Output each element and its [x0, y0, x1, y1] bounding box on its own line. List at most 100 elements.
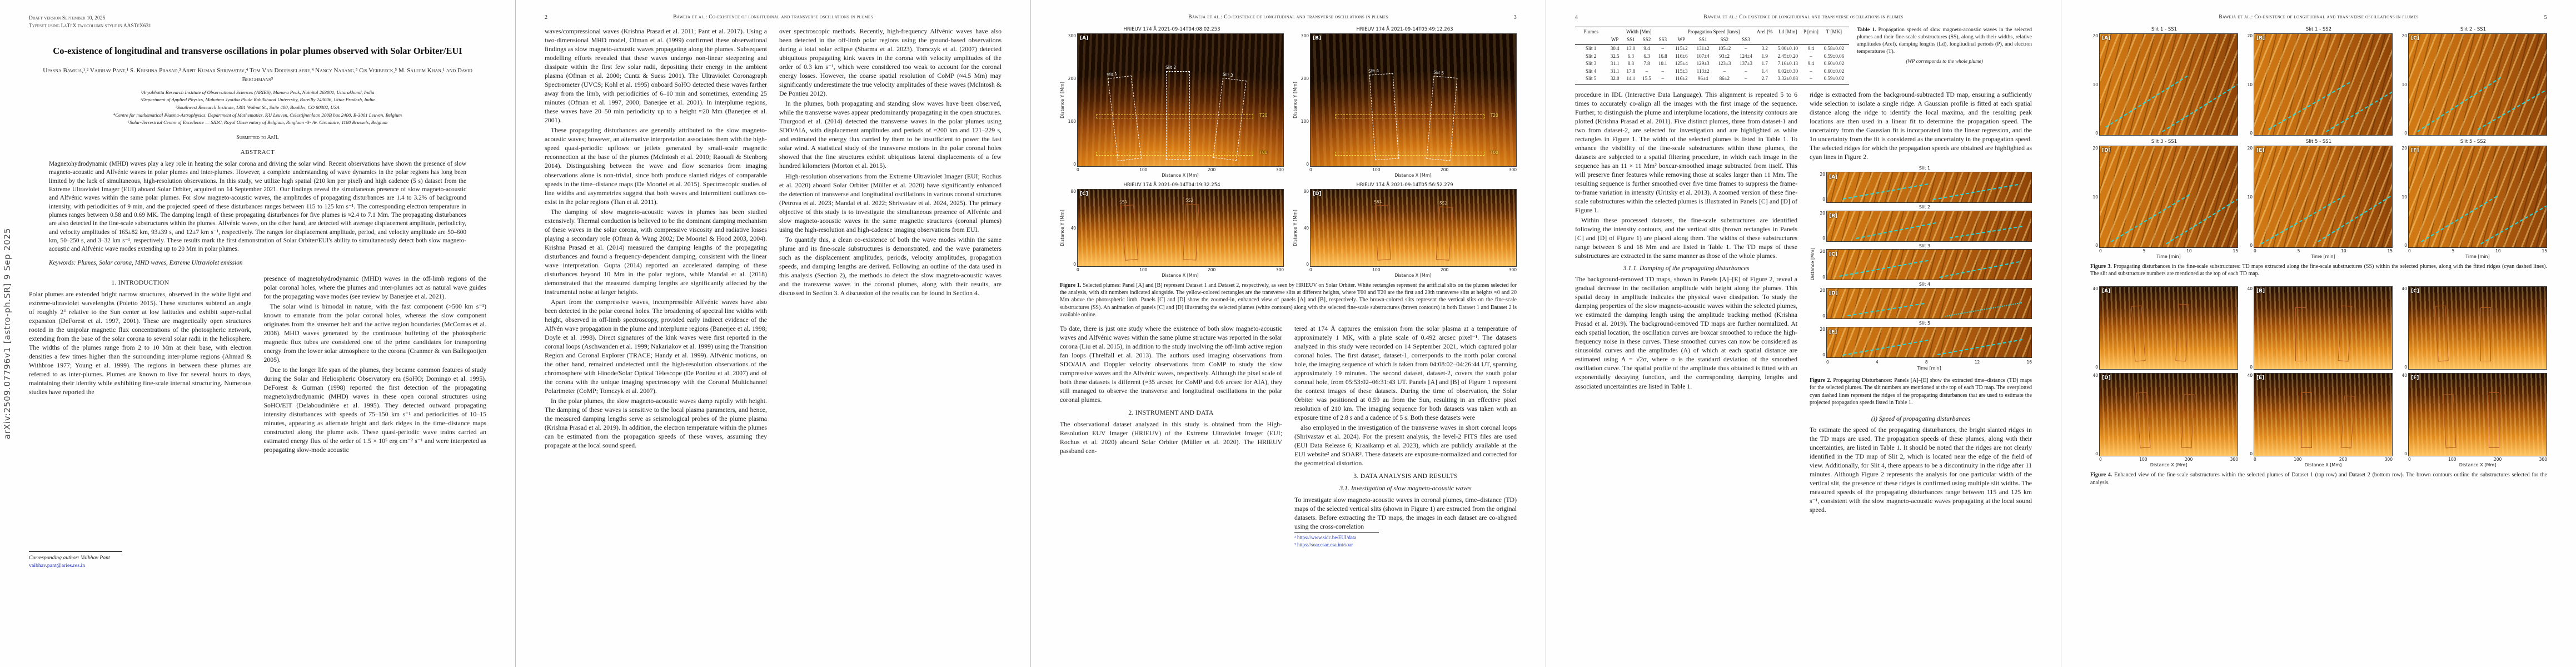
figure1-caption: Figure 1. Selected plumes: Panel [A] and… — [1060, 282, 1517, 318]
y-ticks-item: 0 — [2250, 131, 2253, 136]
x-axis: 0 100 200 300 Distance X [Mm] — [2399, 457, 2547, 467]
y-ticks: 300 200 100 0 — [1066, 33, 1076, 167]
footnote-links[interactable]: ² https://www.sidc.be/EUI/data ³ https://… — [1294, 534, 1517, 549]
running-header: 2 Baweja et al.: Co-existence of longitu… — [545, 14, 1001, 21]
x-ticks-item: 100 — [2448, 457, 2457, 462]
y-ticks: 300 200 100 0 — [1299, 33, 1309, 167]
figure1-caption-label: Figure 1. — [1060, 282, 1082, 288]
table-row-item: 115±2 — [1675, 46, 1688, 51]
page4-right-column: ridge is extracted from the background-s… — [1810, 90, 2032, 624]
y-ticks: 40 0 — [2090, 286, 2098, 370]
x-ticks: 0 4 8 12 16 — [1826, 360, 2032, 365]
table-row-item: – — [1661, 76, 1664, 81]
table-row-item: 17.8 — [1626, 68, 1636, 74]
body-paragraph: The solar wind is bimodal in nature, wit… — [263, 302, 487, 364]
y-ticks-item: 20 — [2247, 146, 2253, 151]
y-ticks-item: 0 — [2250, 365, 2253, 370]
x-axis-label: Time [min] — [2156, 254, 2181, 259]
page-4: 4 Baweja et al.: Co-existence of longitu… — [1546, 0, 2061, 667]
y-ticks-item: 80 — [1303, 189, 1309, 194]
substructure-slit-overlay: SS2 — [1183, 197, 1200, 261]
corresponding-author-email[interactable]: vaibhav.pant@aries.res.in — [29, 563, 86, 569]
y-ticks-item: 20 — [2247, 33, 2253, 38]
y-ticks: 20 0 — [1817, 211, 1825, 242]
y-ticks: 40 0 — [2399, 373, 2407, 456]
td-map: [A] — [1826, 171, 2032, 203]
y-ticks: 20 10 0 — [2245, 146, 2253, 248]
y-ticks-item: 20 — [1820, 327, 1825, 332]
figure1-panel-d: HRIEUV 174 Å 2021-09-14T05:56:52.279 Dis… — [1293, 182, 1517, 278]
table-row-item: – — [1745, 46, 1747, 51]
page3-left-column: To date, there is just one study where t… — [1060, 324, 1282, 502]
table-row-item: 93±2 — [1719, 53, 1730, 59]
body-paragraph: tered at 174 Å captures the emission fro… — [1294, 324, 1517, 422]
page4-columns: procedure in IDL (Interactive Data Langu… — [1575, 90, 2032, 624]
body-paragraph: To investigate slow magneto-acoustic wav… — [1294, 495, 1517, 530]
draft-version-line: Draft version September 10, 2025 — [29, 16, 106, 21]
x-ticks-item: 100 — [1139, 267, 1148, 272]
x-ticks-item: 200 — [1207, 167, 1216, 172]
y-axis-label: Distance Y [Mm] — [1060, 82, 1065, 118]
figure4-panel-c: 40 0 [C] — [2399, 286, 2547, 370]
table-row-item: 32.5 — [1610, 53, 1620, 59]
table1-subheader-row-item: SS1 — [1698, 36, 1707, 42]
x-ticks-item: 300 — [1508, 267, 1517, 272]
table-row-item: 105±2 — [1718, 46, 1731, 51]
y-axis: Distance Y [Mm] 80 40 0 — [1060, 189, 1076, 267]
table-row-item: 107±4 — [1696, 53, 1710, 59]
fitted-ridge — [1945, 302, 2022, 317]
page2-left-blocks: waves/compressional waves (Krishna Prasa… — [545, 27, 767, 451]
x-axis: 0 5 10 15 Time [min] — [2090, 248, 2238, 259]
x-axis: 0 100 200 300 Distance X [Mm] — [2245, 457, 2393, 467]
table-row-item: – — [1645, 68, 1648, 74]
y-ticks: 40 0 — [2245, 286, 2253, 370]
td-map: [C] — [2408, 33, 2547, 136]
figure1-caption-text: Selected plumes: Panel [A] and [B] repre… — [1060, 282, 1517, 318]
x-ticks-item: 0 — [2254, 248, 2256, 253]
figure3-panel-a: Slit 1 - SS1 20 10 0 [A] — [2090, 27, 2238, 136]
table-row-item: – — [1810, 76, 1812, 81]
body-paragraph: These propagating disturbances are gener… — [545, 126, 767, 206]
figure4-caption-label: Figure 4. — [2090, 472, 2112, 479]
fitted-ridge — [1949, 226, 2022, 238]
y-ticks-item: 40 — [2092, 286, 2098, 292]
x-ticks-item: 12 — [1974, 360, 1980, 365]
x-ticks-item: 200 — [1440, 267, 1449, 272]
figure2-caption-text: Propagating Disturbances: Panels [A]–[E]… — [1810, 377, 2032, 406]
body-paragraph: To date, there is just one study where t… — [1060, 324, 1282, 404]
slit-overlay: Slit 4 — [1368, 68, 1399, 161]
y-ticks-item: 0 — [2404, 131, 2407, 136]
td-map: [B] — [1826, 210, 2032, 242]
table-row-item: 0.60±0.02 — [1823, 61, 1845, 66]
x-axis-label: Distance X [Mm] — [2150, 462, 2188, 468]
figure4-panel-a: 40 0 [A] — [2090, 286, 2238, 370]
table-row-item: – — [1745, 68, 1747, 74]
figure3-caption-text: Propagating disturbances in the fine-sca… — [2090, 263, 2547, 277]
y-ticks: 40 0 — [2245, 373, 2253, 456]
figure3-caption: Figure 3. Propagating disturbances in th… — [2090, 263, 2547, 277]
table-row-item: 6.02±0.30 — [1777, 68, 1798, 74]
y-ticks-item: 20 — [1820, 171, 1825, 177]
y-ticks-item: 20 — [2401, 146, 2407, 151]
page2-right-column: over spectroscopic methods. Recently, hi… — [779, 27, 1001, 644]
table-row-item: 6.3 — [1627, 53, 1634, 59]
table-row-item: 125±4 — [1675, 61, 1688, 66]
table-row-item: 131±2 — [1696, 46, 1710, 51]
table-row-item: 129±3 — [1696, 61, 1710, 66]
y-axis-label: Distance Y [Mm] — [1060, 210, 1065, 246]
x-ticks-item: 100 — [2139, 457, 2148, 462]
table-row-item: 86±2 — [1719, 76, 1730, 81]
table1-header-row: Plumes Width [Mm] Propagation Speed [km/… — [1575, 27, 1850, 36]
figure1-panel-b: HRIEUV 174 Å 2021-09-14T05:49:12.263 Dis… — [1293, 27, 1517, 178]
td-map: [B] — [2254, 33, 2393, 136]
table-row-item: – — [1810, 68, 1812, 74]
td-map: [D] — [1826, 288, 2032, 320]
slit-overlay: Slit 1 — [1107, 71, 1142, 161]
col-header: Plumes — [1583, 29, 1598, 34]
body-paragraph: To estimate the speed of the propagating… — [1810, 425, 2032, 514]
y-ticks-item: 0 — [1822, 352, 1825, 357]
table-row-item: – — [1661, 46, 1664, 51]
y-ticks-item: 0 — [1822, 197, 1825, 202]
y-ticks-item: 100 — [1301, 119, 1309, 124]
substructure-slit-overlay — [2488, 392, 2500, 448]
